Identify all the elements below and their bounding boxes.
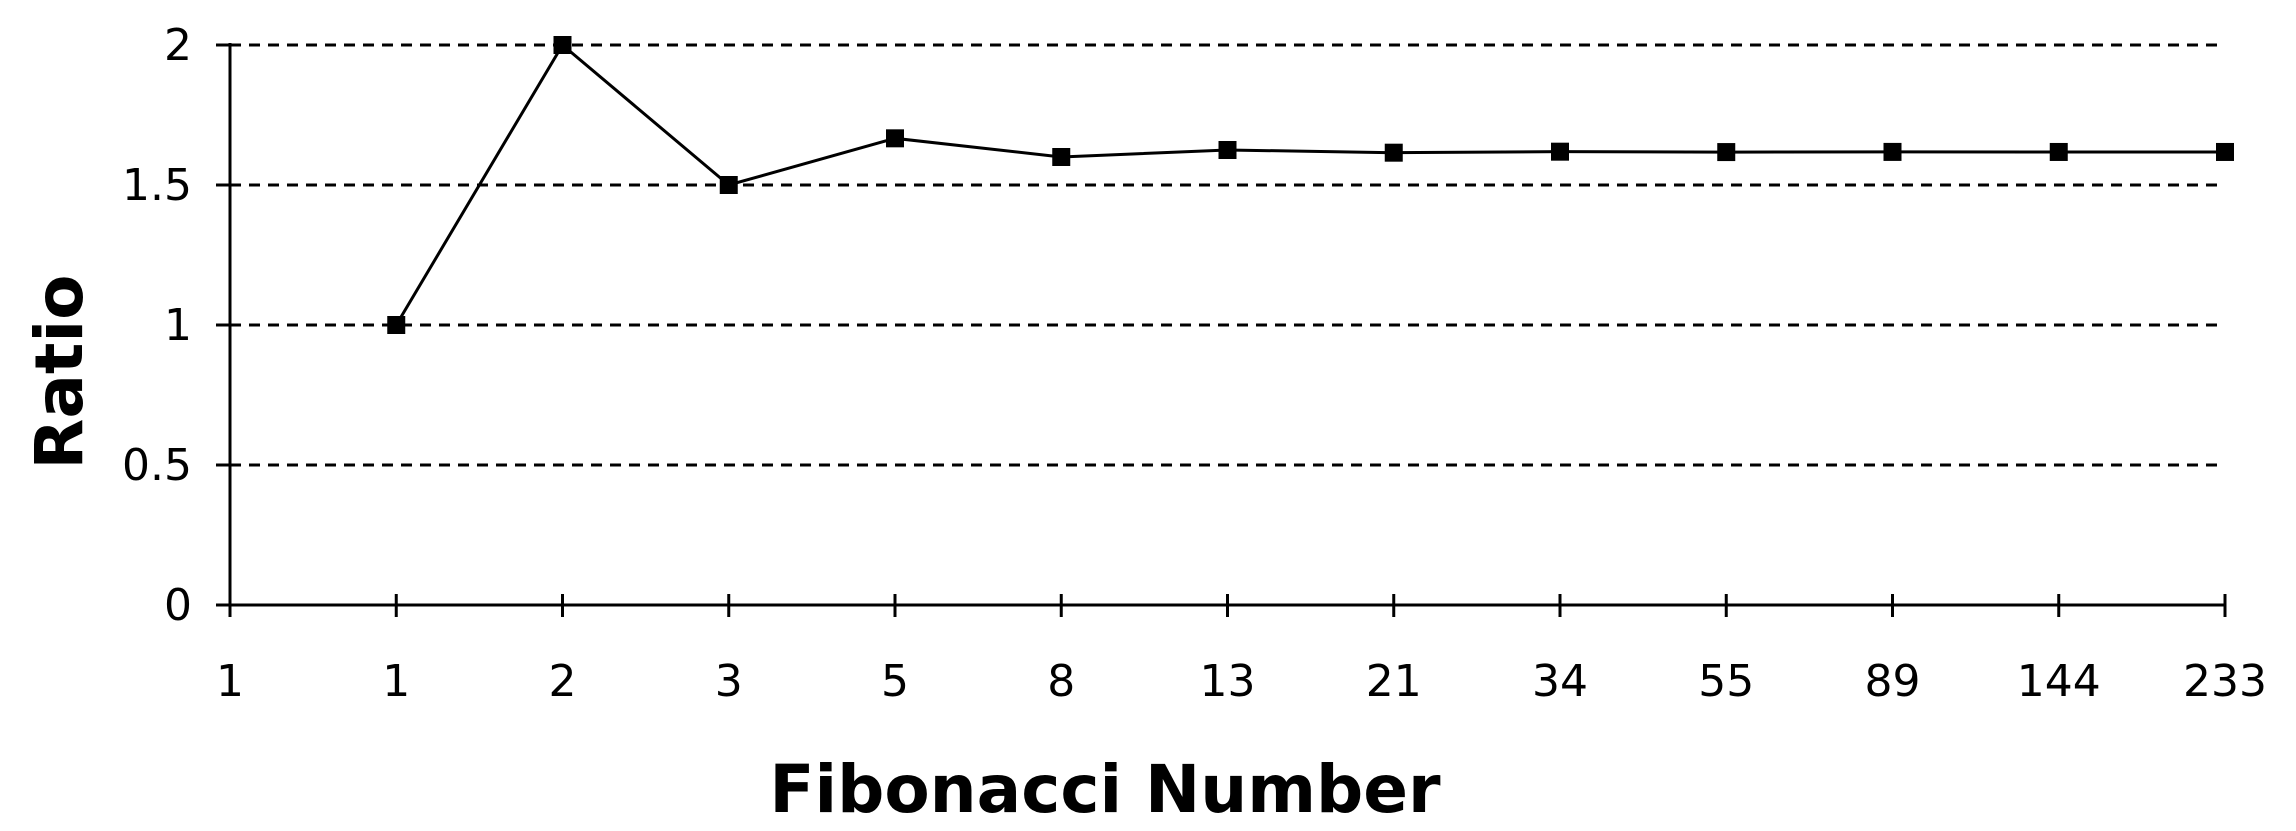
y-tick-label: 0.5: [122, 440, 192, 491]
x-tick-label: 89: [1865, 656, 1921, 707]
y-axis-title: Ratio: [21, 275, 98, 470]
x-tick-label: 21: [1366, 656, 1422, 707]
gridlines: [230, 43, 2225, 467]
x-tick-label: 55: [1698, 656, 1754, 707]
data-point: [1551, 142, 1569, 161]
data-point: [1883, 142, 1902, 161]
x-tick-label: 2: [549, 656, 577, 707]
x-tick-label: 5: [881, 656, 909, 707]
series: [387, 36, 2234, 334]
x-tick-label: 34: [1532, 656, 1588, 707]
x-tick-label: 3: [715, 656, 743, 707]
data-point: [886, 129, 904, 148]
data-point: [719, 176, 738, 194]
y-tick-label: 2: [164, 20, 192, 71]
data-point: [1717, 143, 1736, 162]
x-axis-title: Fibonacci Number: [769, 751, 1441, 828]
data-point: [387, 316, 406, 334]
series-line: [394, 42, 2225, 326]
x-tick-label: 144: [2017, 656, 2101, 707]
y-tick-label: 0: [164, 580, 192, 631]
data-point: [1384, 143, 1403, 162]
y-tick-label: 1.5: [122, 160, 192, 211]
ticks: [216, 43, 2227, 617]
x-tick-label: 1: [216, 656, 244, 707]
x-tick-label: 1: [382, 656, 410, 707]
data-point: [553, 36, 572, 54]
tick-labels: 00.511.521 1 2 3 5 8 13 21 34 55 89 144 233: [122, 20, 2267, 707]
x-tick-label: 233: [2183, 656, 2267, 707]
x-tick-label: 13: [1200, 656, 1256, 707]
data-point: [2216, 142, 2234, 161]
data-point: [1052, 148, 1071, 166]
data-point: [2049, 142, 2068, 161]
data-point: [1218, 141, 1237, 159]
x-tick-label: 8: [1047, 656, 1075, 707]
y-tick-label: 1: [164, 300, 192, 351]
